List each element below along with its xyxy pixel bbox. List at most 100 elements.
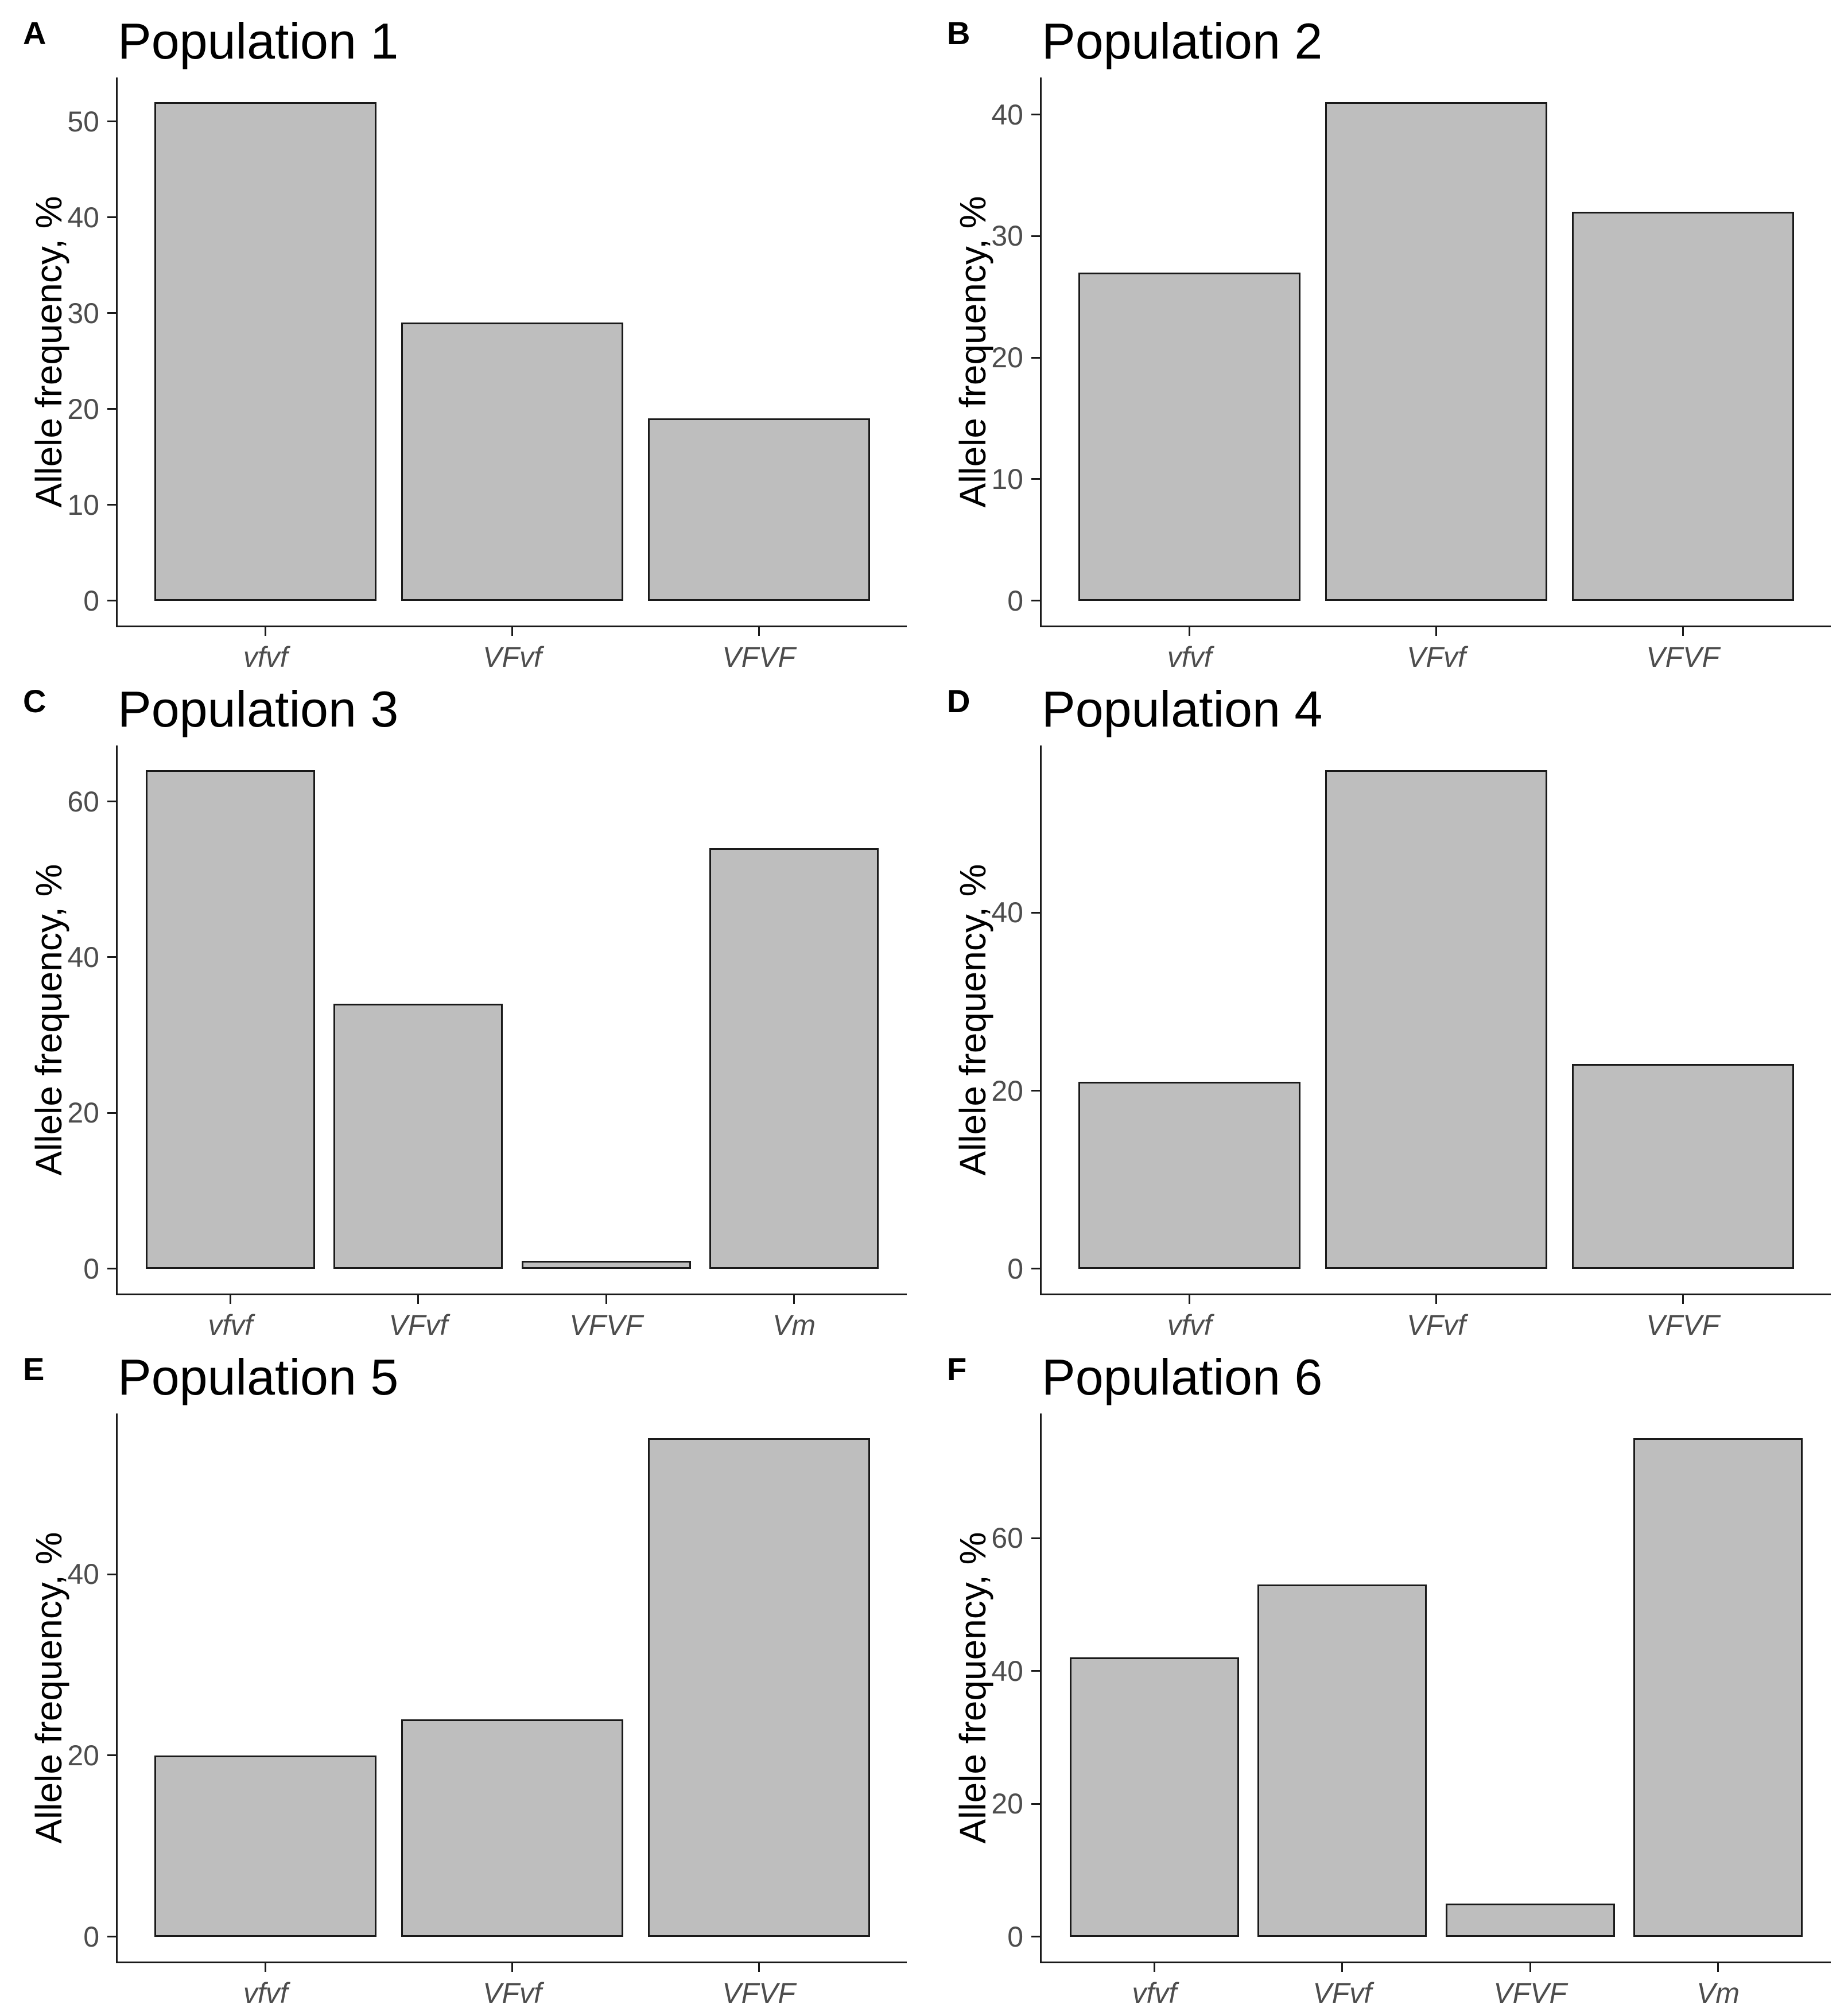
- y-tick-label: 40: [67, 1558, 99, 1591]
- y-tick-mark: [1031, 1803, 1040, 1805]
- x-axis-line: [116, 1962, 907, 1963]
- x-tick-label: VFvf: [483, 641, 542, 673]
- bar-VFVF: [647, 418, 870, 601]
- bar-VFvf: [1325, 102, 1547, 601]
- bar-VFVF: [1571, 1064, 1794, 1269]
- x-tick-label: vfvf: [243, 641, 288, 673]
- bar-VFvf: [1257, 1584, 1427, 1937]
- bar-VFvf: [1325, 770, 1547, 1269]
- chart-panel-d: D Population 4 Allele frequency, % 0 20 40 vfv…: [924, 668, 1848, 1341]
- bar-Vm: [709, 848, 879, 1269]
- chart-panel-f: F Population 6 Allele frequency, % 0 20 40 60 v…: [924, 1336, 1848, 2004]
- bar-VFVF: [521, 1261, 691, 1269]
- y-tick-label: 50: [67, 105, 99, 138]
- x-tick-label: vfvf: [208, 1309, 253, 1341]
- y-tick-label: 0: [83, 1252, 99, 1285]
- y-tick-label: 60: [67, 785, 99, 818]
- y-tick-mark: [107, 801, 116, 803]
- x-tick-mark: [417, 1295, 420, 1304]
- y-tick-mark: [1031, 1090, 1040, 1092]
- x-tick-mark: [1682, 627, 1684, 636]
- y-tick-label: 40: [991, 1655, 1023, 1687]
- bar-vfvf: [154, 1755, 377, 1937]
- y-tick-label: 0: [83, 584, 99, 617]
- y-tick-mark: [107, 121, 116, 123]
- y-tick-label: 0: [1007, 1920, 1023, 1953]
- y-tick-mark: [1031, 1537, 1040, 1539]
- x-axis-line: [116, 1294, 907, 1295]
- y-tick-label: 30: [67, 297, 99, 329]
- y-axis-line: [116, 77, 118, 627]
- y-axis-title: Allele frequency, %: [28, 863, 69, 1176]
- y-axis-line: [116, 745, 118, 1295]
- y-tick-label: 0: [83, 1920, 99, 1953]
- chart-panel-e: E Population 5 Allele frequency, % 0 20 40 vfv…: [0, 1336, 924, 2004]
- y-tick-mark: [107, 408, 116, 410]
- y-tick-mark: [107, 504, 116, 506]
- x-tick-label: VFVF: [722, 641, 796, 673]
- x-tick-mark: [1529, 1963, 1531, 1972]
- x-tick-mark: [1189, 627, 1191, 636]
- y-axis-line: [1040, 77, 1042, 627]
- y-tick-mark: [1031, 235, 1040, 237]
- y-tick-label: 10: [67, 488, 99, 521]
- y-tick-mark: [107, 1112, 116, 1114]
- x-tick-label: vfvf: [243, 1977, 288, 2004]
- x-tick-label: VFvf: [1407, 641, 1466, 673]
- y-tick-label: 0: [1007, 584, 1023, 617]
- y-tick-mark: [107, 312, 116, 314]
- y-tick-label: 20: [991, 341, 1023, 374]
- chart-title: Population 4: [1042, 681, 1323, 737]
- y-tick-label: 20: [67, 393, 99, 425]
- x-tick-mark: [758, 627, 760, 636]
- y-tick-label: 40: [991, 896, 1023, 929]
- x-tick-mark: [229, 1295, 231, 1304]
- panel-letter: C: [23, 683, 46, 719]
- y-tick-label: 20: [991, 1074, 1023, 1107]
- bar-VFVF: [647, 1438, 870, 1937]
- bar-vfvf: [154, 102, 377, 601]
- x-tick-mark: [1682, 1295, 1684, 1304]
- chart-panel-b: B Population 2 Allele frequency, % 0 10 20 30 4…: [924, 0, 1848, 673]
- bar-vfvf: [1078, 1082, 1301, 1269]
- x-tick-label: VFVF: [569, 1309, 643, 1341]
- x-tick-mark: [511, 627, 513, 636]
- y-tick-mark: [1031, 1268, 1040, 1270]
- y-axis-line: [1040, 1413, 1042, 1963]
- bar-vfvf: [146, 770, 315, 1269]
- x-tick-label: VFVF: [1493, 1977, 1567, 2004]
- x-tick-mark: [605, 1295, 607, 1304]
- y-axis-line: [116, 1413, 118, 1963]
- x-tick-mark: [265, 1963, 267, 1972]
- x-axis-line: [1040, 626, 1831, 627]
- bar-Vm: [1633, 1438, 1803, 1937]
- y-tick-mark: [1031, 600, 1040, 602]
- y-tick-label: 20: [67, 1097, 99, 1129]
- x-tick-label: VFvf: [389, 1309, 448, 1341]
- x-tick-mark: [1435, 1295, 1437, 1304]
- bar-VFVF: [1445, 1903, 1615, 1937]
- x-tick-label: Vm: [1696, 1977, 1740, 2004]
- y-tick-label: 20: [991, 1788, 1023, 1820]
- panel-letter: A: [23, 15, 46, 51]
- x-axis-line: [1040, 1294, 1831, 1295]
- x-tick-mark: [1717, 1963, 1719, 1972]
- y-axis-line: [1040, 745, 1042, 1295]
- x-tick-mark: [1153, 1963, 1155, 1972]
- chart-panel-a: A Population 1 Allele frequency, % 0 10 20 30 4…: [0, 0, 924, 673]
- panel-letter: E: [23, 1351, 45, 1387]
- panel-letter: D: [947, 683, 970, 719]
- x-tick-label: vfvf: [1167, 1309, 1212, 1341]
- x-tick-label: VFVF: [722, 1977, 796, 2004]
- x-tick-label: Vm: [772, 1309, 816, 1341]
- x-tick-mark: [793, 1295, 795, 1304]
- x-axis-line: [1040, 1962, 1831, 1963]
- y-tick-label: 20: [67, 1739, 99, 1772]
- chart-title: Population 5: [118, 1349, 399, 1405]
- y-tick-label: 60: [991, 1522, 1023, 1555]
- x-tick-mark: [758, 1963, 760, 1972]
- y-tick-mark: [107, 1573, 116, 1575]
- y-tick-mark: [107, 956, 116, 958]
- y-tick-mark: [107, 1754, 116, 1757]
- x-tick-label: VFVF: [1646, 641, 1720, 673]
